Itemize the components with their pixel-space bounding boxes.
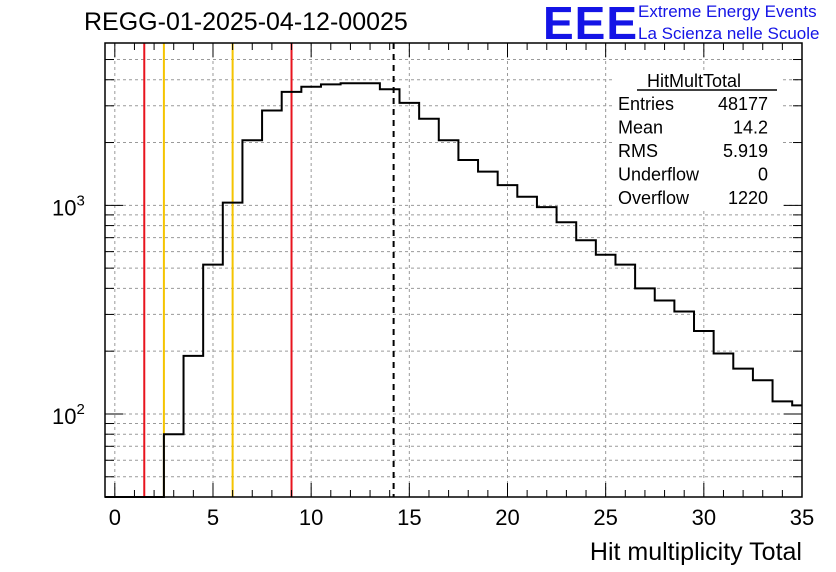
x-tick-label: 5 — [207, 505, 219, 530]
x-tick-label: 10 — [299, 505, 323, 530]
x-tick-label: 20 — [495, 505, 519, 530]
stats-row-value: 48177 — [718, 94, 768, 114]
stats-box-rows: Entries 48177 Mean 14.2 RMS 5.919 Underflow 0 Ov… — [618, 94, 768, 208]
logo-caption-line1: Extreme Energy Events — [638, 2, 817, 21]
stats-row-value: 14.2 — [733, 118, 768, 138]
stats-box-background — [612, 70, 782, 210]
stats-row-value: 0 — [758, 165, 768, 185]
x-tick-label: 15 — [397, 505, 421, 530]
histogram-title: REGG-01-2025-04-12-00025 — [84, 8, 408, 36]
logo-caption-line2: La Scienza nelle Scuole — [638, 24, 820, 43]
eee-logo: EEE — [543, 0, 639, 49]
y-tick-label: 103 — [52, 192, 85, 220]
stats-row-label: Underflow — [618, 165, 700, 185]
marker-lines — [143, 43, 395, 497]
histogram-outline — [105, 82, 802, 498]
axis-ticks — [105, 42, 803, 498]
x-tick-label: 25 — [593, 505, 617, 530]
x-tick-label: 35 — [790, 505, 814, 530]
stats-row-label: Mean — [618, 118, 663, 138]
tick-labels: 0 5 10 15 20 25 30 35 102 103 — [52, 192, 814, 530]
x-axis-title: Hit multiplicity Total — [590, 538, 802, 566]
stats-row-label: RMS — [618, 141, 658, 161]
x-tick-label: 30 — [692, 505, 716, 530]
stats-box: HitMultTotal Entries 48177 Mean 14.2 RMS 5.91… — [612, 70, 782, 210]
stats-row-value: 5.919 — [723, 141, 768, 161]
x-tick-label: 0 — [109, 505, 121, 530]
y-tick-label: 102 — [52, 401, 85, 429]
stats-row-label: Overflow — [618, 188, 690, 208]
stats-row-value: 1220 — [728, 188, 768, 208]
stats-box-title: HitMultTotal — [647, 71, 741, 91]
plot-frame — [104, 42, 803, 498]
stats-row-label: Entries — [618, 94, 674, 114]
